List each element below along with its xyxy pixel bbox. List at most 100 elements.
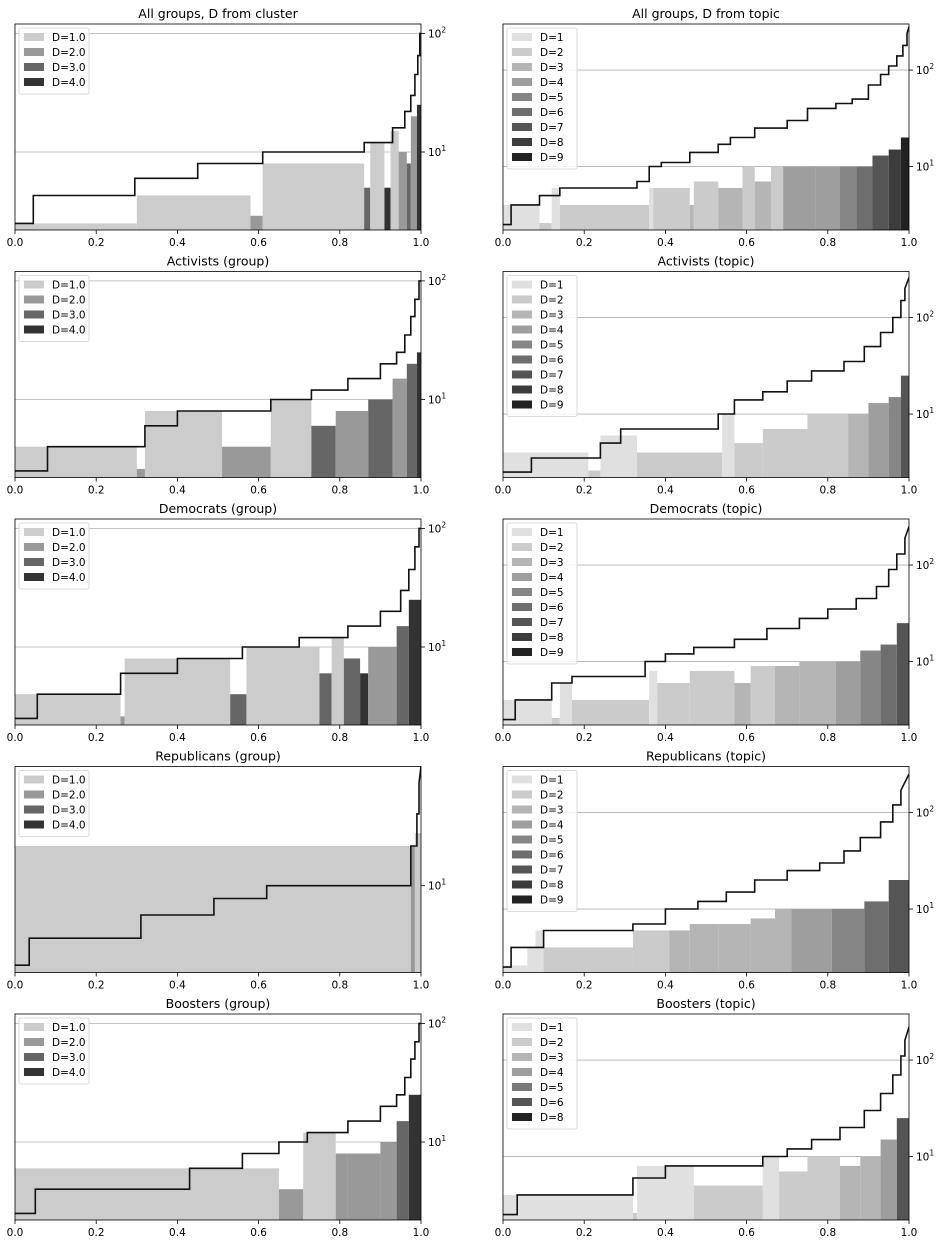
bar (15, 1168, 279, 1220)
x-tick-label: 0.2 (576, 1227, 593, 1239)
legend-label: D=2 (540, 790, 564, 802)
bar (860, 1156, 881, 1220)
legend-swatch (512, 340, 532, 349)
legend-label: D=2.0 (52, 47, 86, 59)
bar (408, 599, 421, 725)
legend-label: D=7 (540, 370, 564, 382)
legend-swatch (24, 310, 44, 319)
x-tick-label: 0.4 (657, 485, 674, 497)
cumulative-curve (15, 280, 421, 472)
x-tick-label: 0.8 (331, 237, 348, 249)
x-tick-label: 0.0 (495, 237, 512, 249)
legend-label: D=6 (540, 850, 564, 862)
bar (669, 930, 690, 973)
bar (880, 1139, 897, 1220)
legend-label: D=8 (540, 385, 564, 397)
bar (835, 661, 861, 725)
legend-label: D=9 (540, 895, 564, 907)
bar (815, 166, 840, 230)
bar (689, 204, 694, 230)
bar (360, 673, 369, 725)
x-tick-label: 0.8 (819, 1227, 836, 1239)
bar (779, 1171, 808, 1220)
x-tick-label: 0.2 (88, 1227, 105, 1239)
legend-swatch (512, 820, 532, 829)
cumulative-curve (503, 26, 909, 226)
legend-swatch (24, 775, 44, 784)
y-tick-label: 101 (428, 1134, 446, 1149)
bar (15, 223, 137, 230)
legend-label: D=8 (540, 1112, 564, 1124)
legend-swatch (24, 48, 44, 56)
y-tick-label: 102 (916, 557, 934, 572)
legend-swatch (512, 543, 532, 551)
x-tick-label: 0.0 (7, 237, 24, 249)
bar (807, 1156, 840, 1220)
bar (900, 137, 909, 230)
x-tick-label: 0.8 (819, 237, 836, 249)
x-tick-label: 0.0 (7, 1227, 24, 1239)
bar (15, 694, 121, 725)
legend-swatch (512, 1098, 532, 1106)
x-tick-label: 0.4 (657, 1227, 674, 1239)
legend-label: D=3 (540, 557, 564, 569)
legend-box (18, 275, 90, 342)
bar (888, 149, 901, 230)
legend-label: D=6 (540, 602, 564, 614)
legend-swatch (24, 295, 44, 304)
bar (503, 204, 540, 230)
legend-swatch (24, 558, 44, 566)
bar (408, 1094, 421, 1220)
y-tick-label: 102 (916, 805, 934, 820)
axes-frame (14, 518, 422, 726)
bar (136, 468, 145, 478)
bar (888, 879, 909, 973)
bar (551, 187, 560, 230)
bar (335, 1153, 348, 1220)
legend-swatch (24, 1023, 44, 1031)
legend-label: D=3.0 (52, 62, 86, 74)
bar (503, 965, 528, 973)
chart-panel-7: Republicans (group) 0.0 0.2 0.4 0.6 0.8 1.0 101… (7, 749, 447, 992)
bar (406, 363, 417, 478)
legend-swatch (512, 123, 532, 131)
bar (872, 155, 889, 230)
bar (649, 187, 654, 230)
chart-title: Activists (topic) (658, 254, 755, 269)
bar (120, 716, 125, 725)
x-tick-label: 0.8 (819, 732, 836, 744)
legend-label: D=4 (540, 820, 564, 832)
bar (775, 665, 800, 725)
bar (742, 166, 755, 230)
plot-area (503, 277, 909, 478)
x-tick-label: 0.6 (250, 237, 267, 249)
x-tick-label: 0.6 (738, 1227, 755, 1239)
y-tick-label: 102 (916, 62, 934, 77)
legend-swatch (512, 588, 532, 596)
bar (900, 375, 909, 478)
x-tick-label: 0.8 (819, 980, 836, 992)
x-tick-label: 0.8 (819, 485, 836, 497)
legend-swatch (24, 78, 44, 86)
bar (416, 352, 421, 478)
bar (868, 403, 889, 478)
bar (799, 661, 836, 725)
bar (347, 1153, 381, 1220)
legend-swatch (24, 1038, 44, 1046)
y-tick-label: 102 (916, 310, 934, 325)
legend-box (18, 522, 90, 590)
plot-area (503, 26, 909, 230)
bar (632, 1212, 637, 1220)
legend-swatch (512, 835, 532, 844)
chart-title: All groups, D from cluster (138, 6, 298, 21)
legend: D=1 D=2 D=3 D=4 D=5 D=6 D=8 (506, 1017, 578, 1130)
bar (718, 187, 743, 230)
bar (270, 399, 312, 478)
bar (278, 1189, 304, 1220)
legend-swatch (512, 603, 532, 611)
plot-area (15, 1022, 421, 1220)
chart-panel-8: Republicans (topic) 0.0 0.2 0.4 0.6 0.8 1.0 102… (495, 749, 935, 992)
legend-label: D=2.0 (52, 790, 86, 802)
legend-swatch (24, 63, 44, 71)
bar (600, 435, 637, 478)
